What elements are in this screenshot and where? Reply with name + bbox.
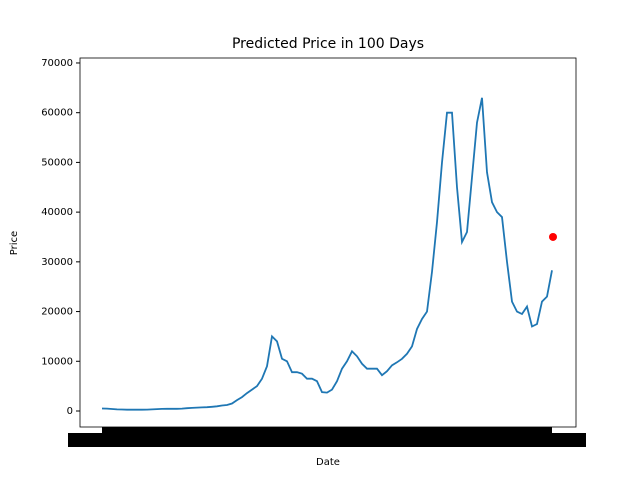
price-line: [101, 97, 553, 411]
y-axis-label: Price: [9, 231, 20, 255]
x-tick-marks: [102, 427, 552, 433]
prediction-point: [549, 232, 557, 241]
y-tick-label: 30000: [41, 257, 73, 268]
y-tick-label: 40000: [41, 207, 73, 218]
y-tick-label: 70000: [41, 58, 73, 69]
x-axis-label: Date: [316, 457, 340, 468]
y-tick-label: 50000: [41, 157, 73, 168]
y-tick-label: 0: [67, 406, 73, 417]
y-tick-label: 20000: [41, 307, 73, 318]
y-tick-label: 10000: [41, 356, 73, 367]
plot-frame: [79, 57, 577, 428]
chart-title: Predicted Price in 100 Days: [232, 36, 424, 52]
y-tick-label: 60000: [41, 108, 73, 119]
overlapping-date-labels: [68, 433, 586, 447]
